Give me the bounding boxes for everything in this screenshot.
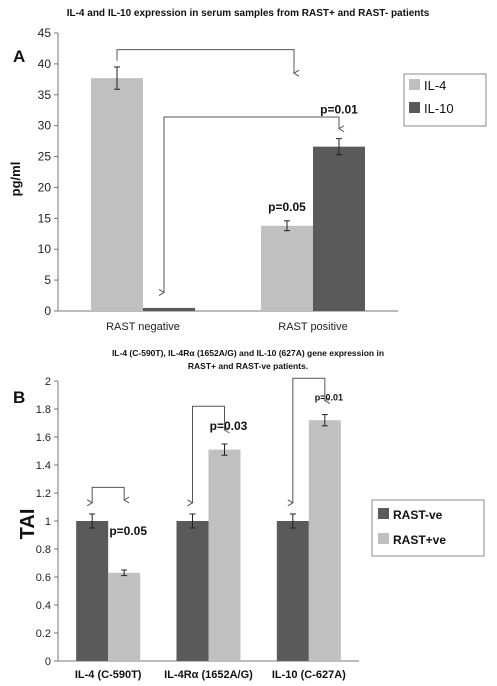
panel-b-bar — [108, 572, 141, 661]
panel-b-y-tick-label: 1.8 — [36, 404, 51, 416]
panel-a-p-value: p=0.01 — [320, 103, 358, 117]
panel-a-legend-box — [403, 73, 487, 127]
panel-b-legend-swatch — [378, 533, 389, 544]
panel-a-legend-label: IL-10 — [424, 101, 454, 116]
panel-a-y-tick-label: 10 — [38, 242, 52, 256]
panel-b-bar — [208, 449, 241, 661]
panel-b-legend-label: RAST-ve — [393, 508, 443, 522]
panel-a-legend: IL-4 IL-10 — [403, 73, 487, 127]
panel-a-bar — [261, 225, 313, 311]
panel-b-label: B — [13, 388, 25, 407]
panel-a-p-value: p=0.05 — [268, 200, 306, 214]
panel-a-y-tick-label: 40 — [38, 57, 52, 71]
panel-b-y-axis-label: TAI — [17, 509, 39, 540]
panel-a-y-axis-label: pg/ml — [8, 162, 23, 197]
panel-a-connector — [116, 49, 300, 77]
panel-a-y-tick-label: 5 — [44, 273, 51, 287]
panel-b-connector — [187, 405, 230, 507]
panel-b-x-tick-label: IL-10 (C-627A) — [272, 669, 346, 681]
panel-b-title-line2: RAST+ and RAST-ve patients. — [188, 361, 308, 371]
panel-a-bar — [313, 146, 365, 311]
panel-a-bar — [143, 307, 195, 311]
panel-a-y-tick-label: 35 — [38, 88, 52, 102]
panel-a-y-tick-label: 0 — [44, 304, 51, 318]
panel-b-bar — [76, 521, 109, 661]
panel-a-plot: 0 5 10 15 20 25 30 35 40 45 RAST negative RAST posi… — [38, 26, 487, 333]
panel-b-p-value: p=0.03 — [210, 419, 248, 433]
panel-b-y-tick-label: 0.2 — [36, 628, 51, 640]
panel-a-connector — [158, 116, 345, 296]
panel-b-legend-swatch — [378, 508, 389, 519]
panel-a-y-tick-label: 20 — [38, 180, 52, 194]
panel-b-bar — [308, 420, 341, 661]
panel-b-p-value: p=0.01 — [315, 393, 343, 403]
panel-b-y-tick-label: 0 — [45, 656, 51, 668]
panel-a-legend-label: IL-4 — [424, 78, 446, 93]
panel-b-y-tick-label: 1.2 — [36, 488, 51, 500]
panel-a-x-tick-label: RAST positive — [278, 321, 348, 333]
panel-b-y-tick-label: 0.4 — [36, 600, 51, 612]
panel-b-x-tick-label: IL-4 (C-590T) — [75, 669, 142, 681]
panel-b-y-tick-label: 2 — [45, 376, 51, 388]
panel-b-legend-box — [371, 499, 485, 557]
panel-a-legend-swatch — [409, 102, 420, 113]
panel-a-title: IL-4 and IL-10 expression in serum sampl… — [67, 8, 430, 19]
panel-b-connector — [86, 486, 130, 507]
panel-a-legend-swatch — [409, 79, 420, 90]
panel-a-bar — [91, 78, 143, 311]
panel-b-y-tick-label: 1.4 — [36, 460, 51, 472]
panel-b-connector — [287, 377, 331, 507]
panel-b-y-tick-label: 0.6 — [36, 572, 51, 584]
panel-a-y-tick-label: 30 — [38, 119, 52, 133]
panel-b-bar — [176, 521, 209, 661]
panel-b-plot: 0 0.2 0.4 0.6 0.8 1 1.2 1.4 1.6 1.8 2 IL-4 (C-590T)… — [36, 376, 485, 681]
panel-b-legend: RAST-ve RAST+ve — [371, 499, 485, 557]
panel-a-x-tick-label: RAST negative — [106, 321, 180, 333]
panel-a-y-tick-label: 25 — [38, 150, 52, 164]
panel-b-title-line1: IL-4 (C-590T), IL-4Rα (1652A/G) and IL-1… — [112, 348, 384, 358]
panel-b-legend-label: RAST+ve — [393, 533, 446, 547]
panel-a-label: A — [13, 47, 25, 66]
panel-a-y-tick-label: 15 — [38, 211, 52, 225]
panel-b-p-value: p=0.05 — [109, 524, 147, 538]
panel-b-y-tick-label: 1.6 — [36, 432, 51, 444]
panel-a-y-tick-label: 45 — [38, 26, 52, 40]
panel-b-y-tick-label: 1 — [45, 516, 51, 528]
panel-b-x-tick-label: IL-4Rα (1652A/G) — [164, 669, 253, 681]
panel-b-y-tick-label: 0.8 — [36, 544, 51, 556]
panel-b-bar — [276, 521, 309, 661]
